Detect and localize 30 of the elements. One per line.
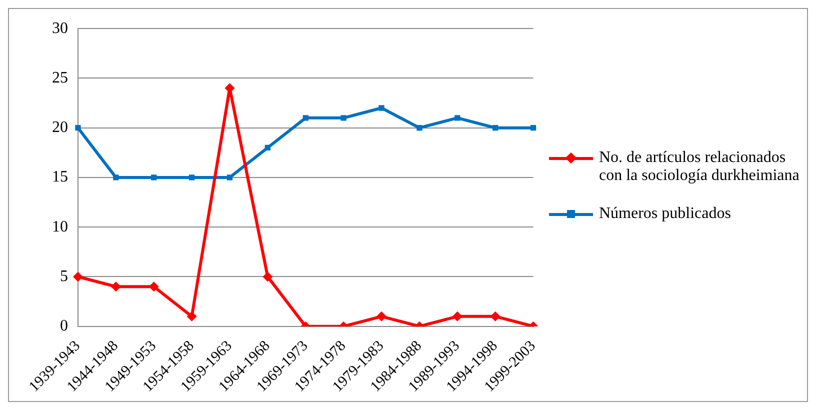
- point: [340, 115, 346, 121]
- point: [378, 105, 384, 111]
- point: [188, 174, 195, 180]
- point: [262, 272, 273, 282]
- point: [452, 311, 462, 322]
- point: [264, 144, 270, 151]
- y-tick-label: 5: [60, 268, 68, 285]
- point: [416, 125, 422, 131]
- point: [113, 174, 119, 180]
- point: [151, 174, 157, 180]
- point: [454, 115, 460, 121]
- point: [75, 125, 81, 131]
- point: [490, 311, 500, 322]
- point: [376, 311, 386, 322]
- point: [148, 282, 159, 292]
- y-tick-label: 25: [52, 69, 68, 86]
- legend-label: No. de artículos relacionados con la sociología durkheimiana: [599, 149, 800, 185]
- y-tick-label: 10: [52, 218, 68, 236]
- point: [492, 125, 498, 131]
- y-tick-label: 20: [52, 119, 68, 136]
- point: [72, 272, 83, 282]
- point: [226, 174, 233, 180]
- y-tick-label: 0: [60, 318, 68, 335]
- legend-label: Números publicados: [599, 205, 731, 223]
- point: [302, 115, 308, 121]
- y-tick-label: 30: [52, 20, 68, 37]
- point: [110, 282, 121, 292]
- point: [530, 125, 536, 131]
- y-tick-label: 15: [52, 168, 68, 186]
- point: [186, 311, 197, 322]
